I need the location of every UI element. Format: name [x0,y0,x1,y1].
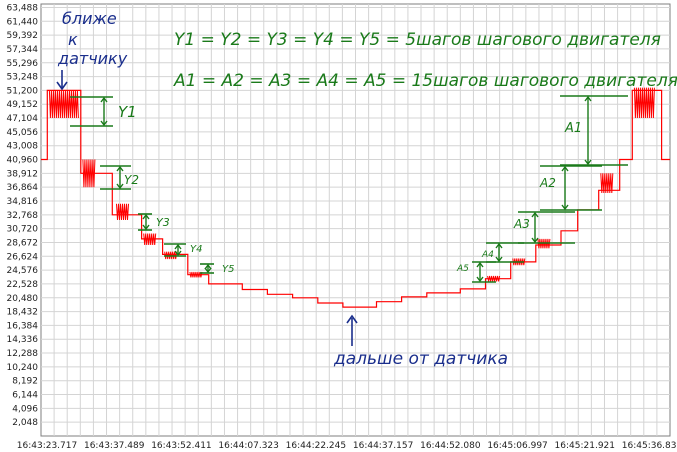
x-tick-label: 16:44:22.245 [286,441,346,451]
x-tick-label: 16:45:06.997 [487,441,547,451]
annotation-a5: A5 [456,261,496,283]
annotation-label: Y4 [190,244,202,255]
y-tick-label: 20,480 [7,294,39,304]
y-tick-label: 8,192 [12,377,38,387]
y-tick-label: 2,048 [12,418,38,428]
noise-burst [600,173,614,194]
y-tick-label: 32,768 [7,211,39,221]
annotations: Y1 = Y2 = Y3 = Y4 = Y5 = 5шагов шагового… [56,9,677,369]
y-tick-label: 59,392 [7,31,39,41]
noise-burst [487,275,501,282]
y-tick-label: 53,248 [7,73,39,83]
x-tick-label: 16:43:23.717 [17,441,77,451]
y-tick-label: 61,440 [7,17,39,27]
noise-burst [189,271,203,278]
y-tick-label: 40,960 [7,156,39,166]
grid [40,3,671,437]
y-tick-label: 38,912 [7,169,39,179]
annotation-eq-y: Y1 = Y2 = Y3 = Y4 = Y5 = 5шагов шагового… [174,30,661,50]
y-tick-label: 6,144 [12,391,38,401]
annotation-y3: Y3 [138,213,170,231]
y-tick-label: 63,488 [7,3,39,13]
y-tick-label: 47,104 [7,114,39,124]
y-tick-label: 26,624 [7,252,39,262]
noise-burst [512,258,526,266]
y-tick-label: 43,008 [7,142,39,152]
x-tick-label: 16:45:36.832 [622,441,677,451]
annotation-far: дальше от датчика [333,349,508,369]
annotation-label: A4 [481,250,494,260]
noise-burst [116,203,129,221]
y-tick-label: 57,344 [7,45,39,55]
y-tick-label: 12,288 [7,349,39,359]
y-tick-label: 22,528 [7,280,39,290]
annotation-a3: A3 [513,211,575,244]
annotation-label: A5 [456,264,469,274]
annotation-label: Y2 [124,173,139,187]
x-tick-label: 16:44:07.323 [218,441,278,451]
y-tick-label: 49,152 [7,100,39,110]
annotation-label: A1 [564,121,582,136]
y-tick-label: 16,384 [7,321,39,331]
y-tick-label: 51,200 [7,86,39,96]
x-tick-label: 16:43:52.411 [151,441,211,451]
annotation-near-line2: к [68,30,78,49]
annotation-near-line3: датчику [57,49,128,68]
noise-burst [82,159,96,188]
y-tick-label: 28,672 [7,238,39,248]
annotation-y5: Y5 [200,263,234,275]
annotation-label: Y5 [222,264,234,275]
y-axis-ticks: 2,048 4,096 6,144 8,192 10,240 12,288 14,336 16… [7,3,39,428]
annotation-near-line1: ближе [62,9,117,28]
x-tick-label: 16:45:21.921 [555,441,615,451]
x-tick-label: 16:44:52.080 [420,441,481,451]
y-tick-label: 18,432 [7,308,39,318]
annotation-eq-a: A1 = A2 = A3 = A4 = A5 = 15шагов шаговог… [173,71,677,91]
annotation-label: A2 [539,176,556,190]
annotation-y4: Y4 [164,243,202,257]
annotation-far-arrow [346,314,358,346]
annotation-a2: A2 [539,165,602,211]
annotation-label: Y1 [118,103,137,121]
x-tick-label: 16:44:37.157 [353,441,413,451]
noise-burst [48,90,79,119]
annotation-near-arrow [56,70,68,91]
x-axis-ticks: 16:43:23.717 16:43:37.489 16:43:52.411 16:4… [17,441,677,451]
noise-burst [537,238,551,249]
annotation-y1: Y1 [70,96,137,127]
y-tick-label: 24,576 [7,266,39,276]
annotation-label: Y3 [156,216,170,229]
noise-burst [633,87,655,119]
annotation-y2: Y2 [100,165,139,190]
annotation-a1: A1 [560,95,628,166]
y-tick-label: 34,816 [7,197,39,207]
annotation-label: A3 [513,217,530,231]
y-tick-label: 14,336 [7,335,39,345]
y-tick-label: 36,864 [7,183,39,193]
y-tick-label: 45,056 [7,128,39,138]
y-tick-label: 4,096 [12,404,38,414]
y-tick-label: 10,240 [7,363,39,373]
x-tick-label: 16:43:37.489 [84,441,145,451]
y-tick-label: 55,296 [7,59,39,69]
y-tick-label: 30,720 [7,225,39,235]
noise-burst [143,233,157,246]
